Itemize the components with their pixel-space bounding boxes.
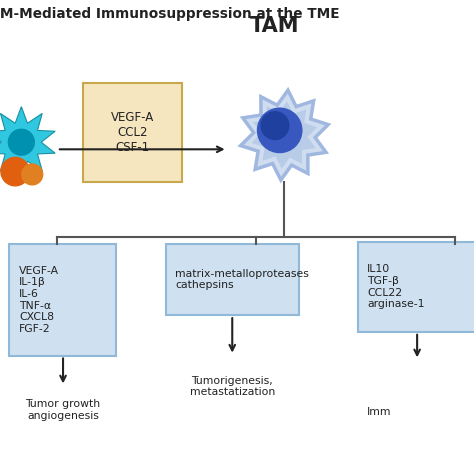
Text: VEGF-A
IL-1β
IL-6
TNF-α
CXCL8
FGF-2: VEGF-A IL-1β IL-6 TNF-α CXCL8 FGF-2: [19, 266, 59, 334]
Circle shape: [1, 157, 29, 186]
Text: Imm: Imm: [367, 407, 392, 418]
Polygon shape: [252, 101, 317, 169]
Text: TAM: TAM: [250, 16, 300, 36]
FancyBboxPatch shape: [9, 244, 116, 356]
Text: IL10
TGF-β
CCL22
arginase-1: IL10 TGF-β CCL22 arginase-1: [367, 264, 425, 309]
Circle shape: [9, 129, 34, 155]
Text: TAM-Mediated Immunosuppression at the TME: TAM-Mediated Immunosuppression at the TM…: [0, 7, 339, 21]
Text: VEGF-A
CCL2
CSF-1: VEGF-A CCL2 CSF-1: [111, 111, 155, 154]
Circle shape: [261, 112, 289, 139]
Polygon shape: [0, 107, 55, 178]
Circle shape: [22, 164, 43, 185]
Text: matrix-metalloproteases
cathepsins: matrix-metalloproteases cathepsins: [175, 269, 309, 291]
Polygon shape: [241, 90, 328, 180]
Circle shape: [257, 108, 302, 153]
FancyBboxPatch shape: [358, 242, 474, 332]
FancyBboxPatch shape: [83, 83, 182, 182]
Text: Tumorigenesis,
metastatization: Tumorigenesis, metastatization: [190, 375, 275, 397]
Text: Tumor growth
angiogenesis: Tumor growth angiogenesis: [26, 399, 100, 421]
FancyBboxPatch shape: [166, 244, 299, 315]
